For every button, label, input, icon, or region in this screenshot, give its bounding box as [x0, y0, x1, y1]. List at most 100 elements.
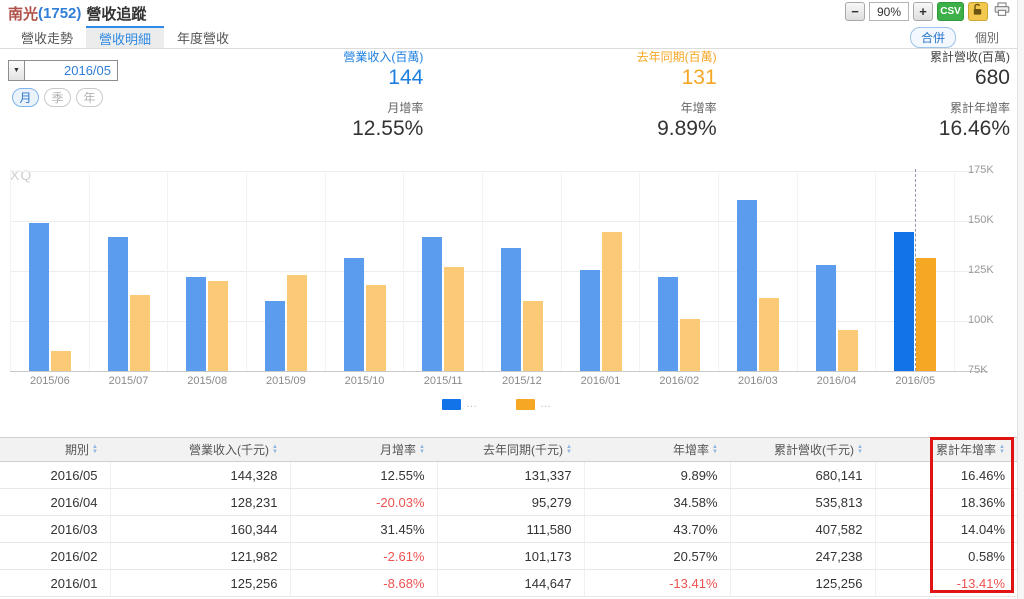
y-tick-label: 125K [968, 264, 994, 276]
bar-series2-2016/01[interactable] [601, 232, 622, 371]
stat-revenue-label: 營業收入(百萬) [343, 50, 424, 64]
period-pill-1[interactable]: 月 [12, 88, 39, 107]
stat-revenue: 營業收入(百萬) 144 月增率 12.55% [130, 50, 423, 142]
bar-series2-2016/04[interactable] [837, 330, 858, 371]
bar-series2-2015/07[interactable] [129, 295, 150, 371]
mode-button-2[interactable]: 個別 [974, 30, 999, 45]
legend-label: … [540, 398, 552, 410]
column-header-6[interactable]: 累計營收(千元) ▲ ▼ [730, 437, 875, 462]
cell-2016/05-col7: 16.46% [874, 461, 1017, 489]
chart-group-2015/06: 2015/06 [10, 171, 89, 387]
csv-export-button[interactable]: CSV [937, 2, 964, 21]
bar-series1-2016/04[interactable] [815, 265, 836, 371]
bar-series1-2015/07[interactable] [107, 237, 128, 371]
x-axis-label: 2016/01 [580, 375, 621, 387]
bar-series2-2015/08[interactable] [208, 281, 229, 371]
mode-buttons: 合併 個別 [909, 26, 1010, 48]
column-header-label: 去年同期(千元) [483, 443, 564, 457]
cell-2016/03-col4: 111,580 [436, 515, 584, 543]
sort-icon: ▲ ▼ [272, 444, 278, 455]
print-button[interactable] [992, 1, 1012, 21]
cell-2016/02-col3: -2.61% [289, 542, 437, 570]
cell-2016/01-col2: 125,256 [109, 569, 290, 597]
zoom-in-button[interactable]: + [913, 2, 933, 21]
column-header-7[interactable]: 累計年增率 ▲ ▼ [875, 437, 1017, 462]
bar-series1-2015/10[interactable] [343, 258, 364, 371]
bar-series1-2016/01[interactable] [579, 270, 600, 371]
chart-group-2015/11: 2015/11 [403, 171, 482, 387]
mode-button-1[interactable]: 合併 [909, 26, 956, 48]
x-axis-label: 2016/04 [816, 375, 857, 387]
cell-2016/04-col5: 34.58% [583, 488, 730, 516]
tab-3[interactable]: 年度營收 [177, 30, 230, 46]
date-dropdown-button[interactable]: ▼ [8, 60, 25, 81]
sort-icon: ▲ ▼ [857, 444, 863, 455]
sort-icon: ▲ ▼ [566, 444, 572, 455]
cell-2016/03-col1: 2016/03 [0, 515, 110, 543]
y-gridline [10, 271, 988, 272]
bar-series2-2015/12[interactable] [522, 301, 543, 371]
column-header-4[interactable]: 去年同期(千元) ▲ ▼ [437, 437, 584, 462]
bar-series1-2015/09[interactable] [264, 301, 285, 371]
vertical-scrollbar[interactable] [1017, 0, 1024, 599]
cell-2016/03-col7: 14.04% [874, 515, 1017, 543]
stat-last-year: 去年同期(百萬) 131 年增率 9.89% [423, 50, 717, 142]
chart-legend: …… [0, 398, 994, 410]
sort-icon: ▲ ▼ [999, 444, 1005, 455]
cell-2016/01-col4: 144,647 [436, 569, 584, 597]
y-gridline [10, 321, 988, 322]
y-gridline [10, 221, 988, 222]
column-header-2[interactable]: 營業收入(千元) ▲ ▼ [110, 437, 290, 462]
column-header-label: 營業收入(千元) [189, 443, 270, 457]
zoom-out-button[interactable]: − [845, 2, 865, 21]
x-axis-label: 2015/09 [265, 375, 306, 387]
bar-series1-2016/05[interactable] [894, 232, 915, 371]
sort-icon: ▲ ▼ [419, 444, 425, 455]
chart-group-2016/05: 2016/05 [875, 169, 956, 387]
bar-series1-2016/03[interactable] [736, 200, 757, 371]
bar-series2-2015/06[interactable] [50, 351, 71, 371]
period-pill-3[interactable]: 年 [76, 88, 103, 107]
table-row-2016/01: 2016/01 125,256 -8.68% 144,647 -13.41% 125,25… [0, 569, 1017, 597]
highlight-dashed-line [915, 169, 917, 371]
bar-series2-2015/09[interactable] [286, 275, 307, 371]
bar-series2-2015/10[interactable] [365, 285, 386, 371]
cell-2016/02-col1: 2016/02 [0, 542, 110, 570]
cell-2016/02-col7: 0.58% [874, 542, 1017, 570]
column-header-5[interactable]: 年增率 ▲ ▼ [584, 437, 730, 462]
stat-cumulative-label: 累計營收(百萬) [930, 50, 1010, 64]
lock-button[interactable] [968, 2, 988, 21]
cell-2016/05-col6: 680,141 [729, 461, 875, 489]
cell-2016/03-col2: 160,344 [109, 515, 290, 543]
cell-2016/05-col2: 144,328 [109, 461, 290, 489]
revenue-table-area: 期別 ▲ ▼ 營業收入(千元) ▲ ▼ 月增率 ▲ ▼ 去年同期(千元) ▲ ▼ 年增率 ▲ ▼ 累計營收(千… [0, 437, 1024, 597]
chart-plot-area: 2015/06 2015/07 2015/08 2015/09 2015/10 2015/… [10, 169, 956, 387]
legend-item-1[interactable]: … [442, 398, 478, 410]
tab-1[interactable]: 營收走勢 [21, 30, 74, 46]
bar-series2-2016/03[interactable] [758, 298, 779, 371]
bar-series2-2016/02[interactable] [680, 319, 701, 371]
chart-group-2015/10: 2015/10 [324, 171, 404, 387]
bar-series2-2016/05[interactable] [916, 258, 937, 371]
x-axis-label: 2015/07 [108, 375, 149, 387]
column-header-3[interactable]: 月增率 ▲ ▼ [290, 437, 437, 462]
tab-2[interactable]: 營收明細 [86, 26, 165, 48]
column-header-1[interactable]: 期別 ▲ ▼ [0, 437, 110, 462]
bar-series1-2015/06[interactable] [28, 223, 49, 371]
date-input[interactable] [25, 60, 118, 81]
chart-group-2015/12: 2015/12 [482, 171, 561, 387]
x-axis-label: 2015/06 [29, 375, 70, 387]
bar-series1-2015/11[interactable] [422, 237, 443, 371]
bar-series1-2016/02[interactable] [658, 277, 679, 371]
y-tick-label: 100K [968, 314, 994, 326]
bar-series1-2015/12[interactable] [500, 248, 521, 371]
legend-label: … [466, 398, 478, 410]
x-axis-label: 2016/02 [659, 375, 700, 387]
bar-series2-2015/11[interactable] [444, 267, 465, 371]
x-axis-line [10, 371, 988, 372]
sort-icon: ▲ ▼ [712, 444, 718, 455]
bar-series1-2015/08[interactable] [186, 277, 207, 371]
stats-summary: 營業收入(百萬) 144 月增率 12.55% 去年同期(百萬) 131 年增率… [130, 50, 1010, 142]
legend-item-2[interactable]: … [516, 398, 552, 410]
period-pill-2[interactable]: 季 [44, 88, 71, 107]
